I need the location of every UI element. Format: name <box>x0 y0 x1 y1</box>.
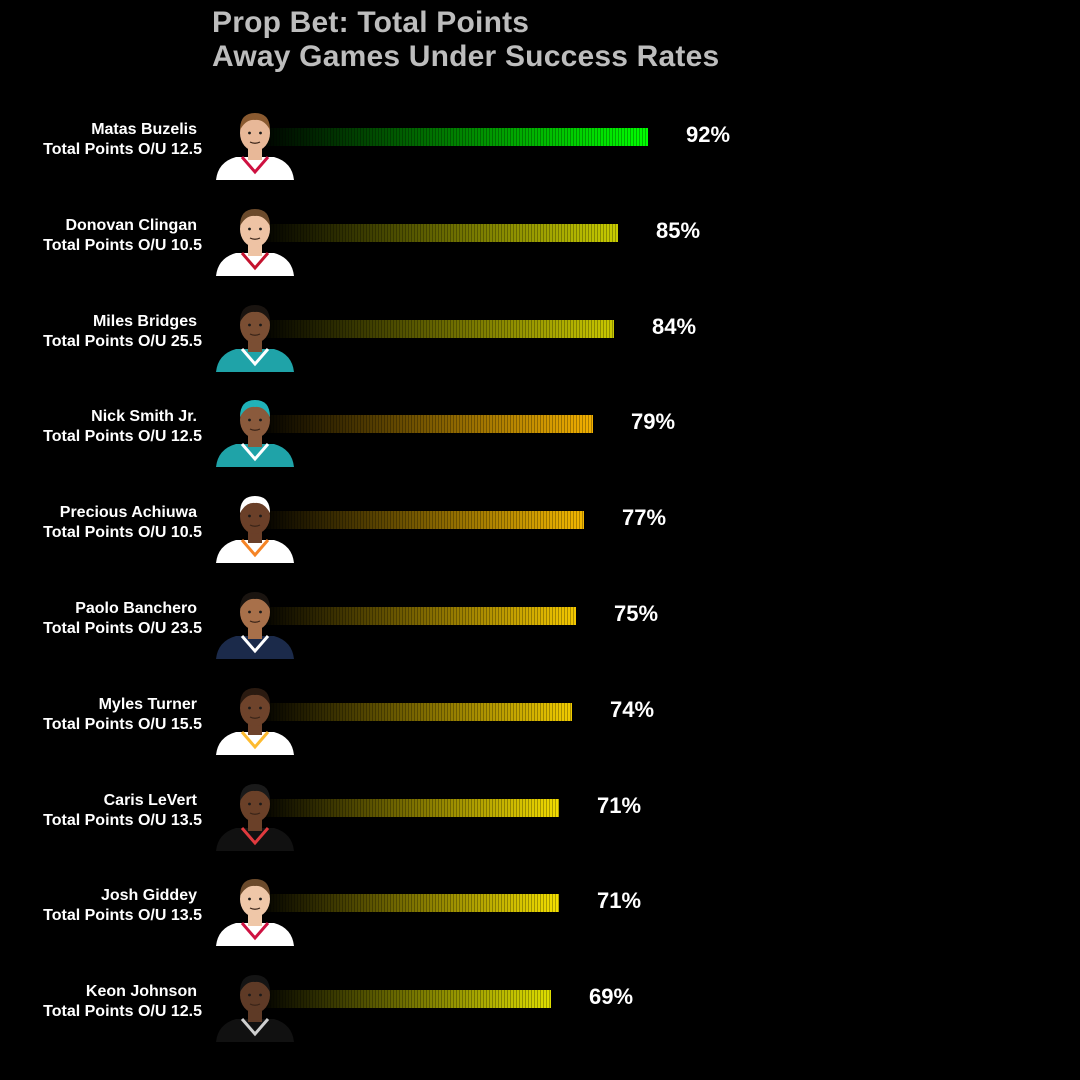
player-headshot-icon <box>216 975 294 1042</box>
prop-line: Total Points O/U 10.5 <box>43 237 202 254</box>
player-headshot-icon <box>216 113 294 180</box>
chart-title-line-1: Prop Bet: Total Points <box>212 6 530 39</box>
prop-line: Total Points O/U 15.5 <box>43 716 202 733</box>
prop-line: Total Points O/U 13.5 <box>43 907 202 924</box>
bar <box>258 990 551 1008</box>
data-label: 75% <box>614 601 659 626</box>
data-label: 74% <box>610 697 655 722</box>
player-label: Matas Buzelis Total Points O/U 12.5 <box>43 120 202 160</box>
bar-texture <box>258 224 618 242</box>
bar-row: Miles Bridges Total Points O/U 25.5 84% <box>0 298 1080 394</box>
chart-title: Prop Bet: Total Points Away Games Under … <box>212 6 719 74</box>
prop-line: Total Points O/U 10.5 <box>43 524 202 541</box>
bar-row: Josh Giddey Total Points O/U 13.5 71% <box>0 872 1080 968</box>
data-label: 84% <box>652 314 697 339</box>
prop-line: Total Points O/U 23.5 <box>43 620 202 637</box>
data-label: 77% <box>622 505 667 530</box>
bar-row: Keon Johnson Total Points O/U 12.5 69% <box>0 968 1080 1064</box>
bar-row: Precious Achiuwa Total Points O/U 10.5 77% <box>0 489 1080 585</box>
player-name: Caris LeVert <box>103 792 197 809</box>
bar-fill <box>258 799 559 817</box>
bar-row: Donovan Clingan Total Points O/U 10.5 85% <box>0 202 1080 298</box>
bar-texture <box>258 128 648 146</box>
player-name: Keon Johnson <box>85 983 197 1000</box>
bar-texture <box>258 799 559 817</box>
player-label: Keon Johnson Total Points O/U 12.5 <box>43 982 202 1022</box>
data-label: 79% <box>631 409 676 434</box>
prop-line: Total Points O/U 12.5 <box>43 428 202 445</box>
bar-texture <box>258 894 559 912</box>
bar-texture <box>258 607 576 625</box>
bar <box>258 511 584 529</box>
player-headshot-icon <box>216 592 294 659</box>
player-label: Nick Smith Jr. Total Points O/U 12.5 <box>43 407 202 447</box>
bar <box>258 128 648 146</box>
data-label: 71% <box>597 793 642 818</box>
prop-line: Total Points O/U 12.5 <box>43 141 202 158</box>
bar-fill <box>258 128 648 146</box>
bar <box>258 703 572 721</box>
bar-fill <box>258 224 618 242</box>
player-name: Precious Achiuwa <box>59 504 197 521</box>
bar <box>258 320 614 338</box>
player-label: Donovan Clingan Total Points O/U 10.5 <box>43 216 202 256</box>
prop-line: Total Points O/U 25.5 <box>43 333 202 350</box>
player-label: Paolo Banchero Total Points O/U 23.5 <box>43 599 202 639</box>
bar-row: Paolo Banchero Total Points O/U 23.5 75% <box>0 585 1080 681</box>
bar-fill <box>258 990 551 1008</box>
chart-title-line-2: Away Games Under Success Rates <box>212 40 720 73</box>
player-headshot-icon <box>216 688 294 755</box>
bar <box>258 799 559 817</box>
bar <box>258 415 593 433</box>
player-headshot-icon <box>216 400 294 467</box>
data-label: 71% <box>597 888 642 913</box>
player-name: Donovan Clingan <box>65 217 197 234</box>
player-headshot-icon <box>216 496 294 563</box>
player-headshot-icon <box>216 209 294 276</box>
bar-fill <box>258 703 572 721</box>
bar <box>258 607 576 625</box>
bar-texture <box>258 415 593 433</box>
bar-row: Nick Smith Jr. Total Points O/U 12.5 79% <box>0 393 1080 489</box>
player-label: Josh Giddey Total Points O/U 13.5 <box>43 886 202 926</box>
bar-row: Myles Turner Total Points O/U 15.5 74% <box>0 681 1080 777</box>
bar-fill <box>258 511 584 529</box>
bar-fill <box>258 320 614 338</box>
player-label: Caris LeVert Total Points O/U 13.5 <box>43 791 202 831</box>
prop-line: Total Points O/U 12.5 <box>43 1003 202 1020</box>
prop-line: Total Points O/U 13.5 <box>43 812 202 829</box>
bar <box>258 224 618 242</box>
player-name: Josh Giddey <box>100 887 197 904</box>
bar-fill <box>258 415 593 433</box>
player-label: Precious Achiuwa Total Points O/U 10.5 <box>43 503 202 543</box>
player-headshot-icon <box>216 305 294 372</box>
player-name: Matas Buzelis <box>91 121 197 138</box>
player-label: Myles Turner Total Points O/U 15.5 <box>43 695 202 735</box>
bar <box>258 894 559 912</box>
player-name: Paolo Banchero <box>75 600 197 617</box>
data-label: 85% <box>656 218 701 243</box>
bar-texture <box>258 320 614 338</box>
player-name: Myles Turner <box>98 696 197 713</box>
bar-texture <box>258 990 551 1008</box>
player-headshot-icon <box>216 879 294 946</box>
player-name: Nick Smith Jr. <box>91 408 197 425</box>
data-label: 69% <box>589 984 634 1009</box>
bar-row: Caris LeVert Total Points O/U 13.5 71% <box>0 777 1080 873</box>
player-name: Miles Bridges <box>92 313 197 330</box>
player-headshot-icon <box>216 784 294 851</box>
bar-row: Matas Buzelis Total Points O/U 12.5 92% <box>0 106 1080 202</box>
bar-fill <box>258 607 576 625</box>
bar-fill <box>258 894 559 912</box>
bar-texture <box>258 703 572 721</box>
data-label: 92% <box>686 122 731 147</box>
bar-texture <box>258 511 584 529</box>
player-label: Miles Bridges Total Points O/U 25.5 <box>43 312 202 352</box>
